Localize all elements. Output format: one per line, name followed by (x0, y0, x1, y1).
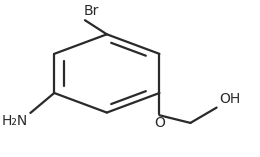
Text: OH: OH (219, 92, 240, 106)
Text: H₂N: H₂N (2, 114, 28, 128)
Text: Br: Br (84, 4, 99, 18)
Text: O: O (154, 116, 165, 130)
